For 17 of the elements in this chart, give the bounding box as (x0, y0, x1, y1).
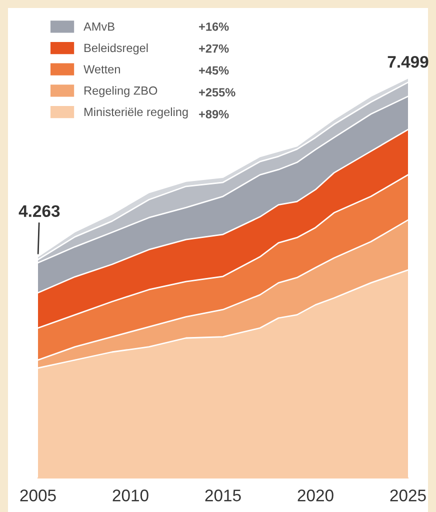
x-tick-label: 2010 (112, 490, 148, 502)
legend-label: Regeling ZBO (84, 86, 158, 98)
x-tick-label: 2015 (205, 490, 241, 502)
annotation: +255% (199, 88, 236, 96)
annotation: 4.263 (18, 205, 60, 218)
x-tick-label: 2025 (390, 490, 426, 502)
x-tick-label: 2020 (298, 490, 334, 502)
legend-label: Ministeriële regeling (84, 107, 188, 118)
text: +16% (199, 22, 229, 31)
x-tick-label: 2005 (20, 490, 56, 502)
annotation: 7.499 (388, 56, 428, 68)
text: +27% (199, 44, 229, 53)
legend-label: Beleidsregel (84, 43, 148, 54)
text: +45% (199, 66, 229, 75)
legend-label: AMvB (84, 22, 114, 31)
legend-label: Wetten (84, 65, 120, 74)
annotation: +89% (199, 110, 229, 118)
